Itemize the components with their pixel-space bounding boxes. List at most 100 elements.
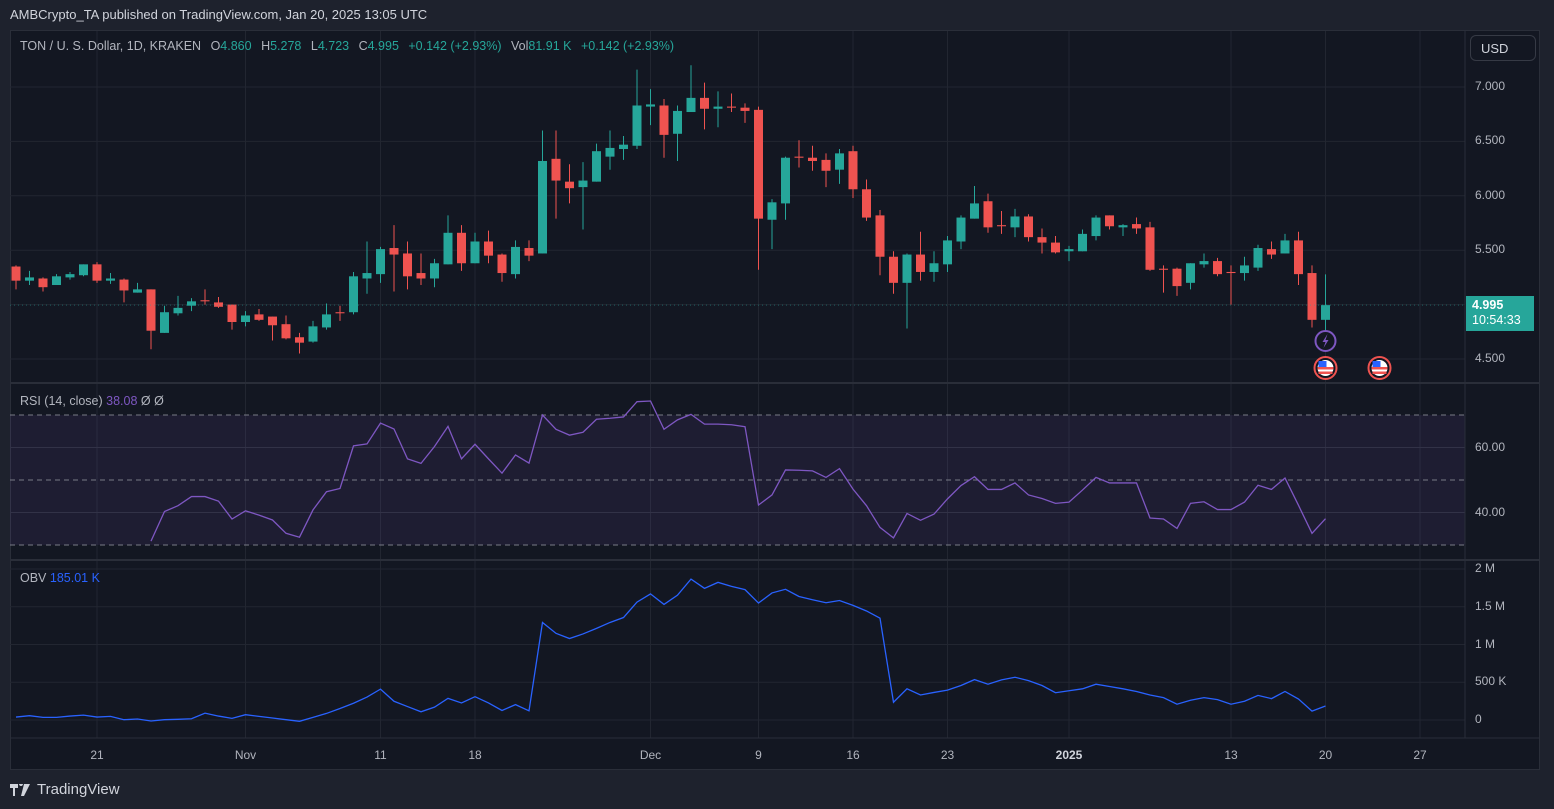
candle bbox=[173, 295, 183, 316]
candle bbox=[79, 264, 88, 277]
candle bbox=[92, 262, 102, 283]
candle-body bbox=[835, 153, 844, 170]
candle-body bbox=[970, 203, 979, 219]
candle-body bbox=[1064, 249, 1074, 252]
candle-body bbox=[349, 276, 358, 313]
tradingview-brand: TradingView bbox=[37, 781, 120, 798]
volume-value: 81.91 K bbox=[528, 39, 572, 53]
candle-body bbox=[794, 156, 804, 158]
candle bbox=[1294, 231, 1303, 286]
candle bbox=[430, 258, 439, 288]
time-tick-label: Nov bbox=[234, 748, 257, 762]
candle-body bbox=[929, 263, 939, 272]
candle bbox=[214, 296, 223, 308]
tradingview-logo[interactable]: TradingView bbox=[10, 781, 120, 798]
candle bbox=[119, 278, 129, 303]
candle bbox=[659, 98, 669, 158]
candle bbox=[511, 240, 520, 279]
candle bbox=[754, 106, 763, 270]
candle-body bbox=[551, 158, 561, 181]
candle-body bbox=[187, 301, 196, 306]
candle bbox=[808, 145, 817, 171]
candle bbox=[362, 241, 372, 294]
candle bbox=[1118, 224, 1128, 237]
candle bbox=[902, 253, 912, 329]
candle-body bbox=[1159, 268, 1168, 270]
candle bbox=[889, 251, 898, 294]
candle-body bbox=[254, 314, 264, 320]
candle-body bbox=[106, 278, 115, 281]
obv-tick-label: 0 bbox=[1475, 712, 1482, 726]
candle bbox=[1159, 265, 1168, 293]
candle-body bbox=[443, 232, 453, 265]
lightning-event-icon[interactable] bbox=[1314, 330, 1337, 352]
obv-value: 185.01 K bbox=[49, 571, 100, 585]
obv-tick-label: 1.5 M bbox=[1475, 598, 1506, 613]
candle bbox=[389, 225, 399, 292]
rsi-line bbox=[150, 400, 1326, 542]
candle-body bbox=[470, 241, 480, 264]
obv-tick-label: 500 K bbox=[1475, 674, 1507, 689]
candle-body bbox=[65, 274, 75, 278]
candle bbox=[916, 231, 925, 281]
close-label: C bbox=[358, 39, 368, 53]
candle bbox=[727, 93, 736, 113]
candle-body bbox=[997, 225, 1006, 227]
candle-body bbox=[1051, 242, 1060, 253]
price-tick-label: 6.000 bbox=[1475, 187, 1506, 202]
bar-countdown: 10:54:33 bbox=[1472, 313, 1521, 327]
candle bbox=[767, 199, 777, 250]
us-flag-event-icon[interactable] bbox=[1313, 356, 1338, 380]
candle-body bbox=[92, 264, 102, 281]
candle bbox=[227, 304, 237, 330]
candle bbox=[11, 265, 21, 290]
candle bbox=[862, 179, 871, 221]
candle-body bbox=[241, 315, 250, 323]
candle-body bbox=[781, 157, 790, 204]
currency-button[interactable]: USD bbox=[1470, 35, 1536, 61]
events bbox=[10, 304, 1465, 380]
candle-body bbox=[1172, 268, 1182, 287]
rsi-extra-1: Ø bbox=[140, 394, 151, 408]
symbol-legend: TON / U. S. Dollar, 1D, KRAKEN O4.860 H5… bbox=[20, 39, 674, 53]
candle-body bbox=[160, 312, 169, 333]
time-tick-label: 20 bbox=[1318, 748, 1333, 762]
candle-body bbox=[268, 316, 277, 326]
candle bbox=[335, 305, 345, 321]
candle-body bbox=[173, 307, 183, 314]
obv-tick-label: 1 M bbox=[1475, 636, 1496, 651]
candle bbox=[1010, 208, 1020, 238]
candle bbox=[794, 140, 804, 168]
symbol-title: TON / U. S. Dollar, 1D, KRAKEN bbox=[20, 39, 202, 53]
candle-body bbox=[538, 160, 547, 254]
candle-body bbox=[1253, 248, 1263, 268]
change-value: +0.142 (+2.93%) bbox=[408, 39, 502, 53]
candle bbox=[646, 89, 655, 126]
candle-body bbox=[862, 189, 871, 218]
candle bbox=[997, 211, 1006, 234]
candle-body bbox=[1105, 215, 1114, 227]
candle bbox=[1307, 265, 1317, 328]
high-value: 5.278 bbox=[270, 39, 302, 53]
candle bbox=[443, 215, 453, 265]
candle-body bbox=[1091, 217, 1101, 237]
candle bbox=[160, 305, 169, 333]
obv-title: OBV bbox=[20, 571, 47, 585]
candle bbox=[1321, 274, 1330, 335]
time-tick-label: 11 bbox=[374, 748, 387, 762]
candle bbox=[268, 316, 277, 341]
candle bbox=[497, 253, 507, 282]
time-tick-label: 27 bbox=[1413, 748, 1427, 762]
last-price-label: 4.995 10:54:33 bbox=[1466, 296, 1534, 331]
candle bbox=[740, 103, 750, 123]
candle-body bbox=[214, 302, 223, 307]
flag-stripe bbox=[1317, 367, 1334, 370]
candle-body bbox=[848, 151, 858, 190]
candle-body bbox=[457, 232, 466, 264]
candle-body bbox=[754, 109, 763, 219]
us-flag-event-icon[interactable] bbox=[1367, 356, 1392, 380]
candle-body bbox=[281, 324, 291, 339]
candle-body bbox=[1037, 237, 1047, 243]
chart-frame[interactable] bbox=[10, 30, 1540, 770]
